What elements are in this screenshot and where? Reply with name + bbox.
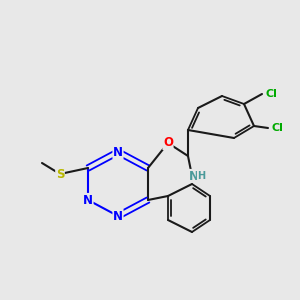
Text: H: H (197, 171, 205, 181)
Text: N: N (189, 169, 199, 182)
Text: S: S (56, 167, 64, 181)
Text: Cl: Cl (265, 89, 277, 99)
Text: N: N (83, 194, 93, 206)
Text: Cl: Cl (271, 123, 283, 133)
Text: N: N (113, 146, 123, 158)
Text: O: O (163, 136, 173, 149)
Text: N: N (113, 209, 123, 223)
